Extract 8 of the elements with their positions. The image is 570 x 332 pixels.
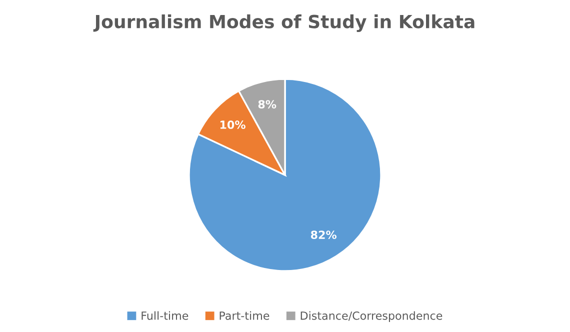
legend-label: Distance/Correspondence — [300, 311, 442, 322]
data-label: 8% — [258, 100, 276, 108]
pie-slice — [188, 78, 382, 272]
legend-label: Full-time — [142, 311, 188, 320]
chart-title: Journalism Modes of Study in Kolkata — [93, 14, 474, 32]
legend-label: Part-time — [220, 311, 270, 320]
data-label: 82% — [310, 230, 337, 240]
data-label: 10% — [220, 120, 246, 129]
